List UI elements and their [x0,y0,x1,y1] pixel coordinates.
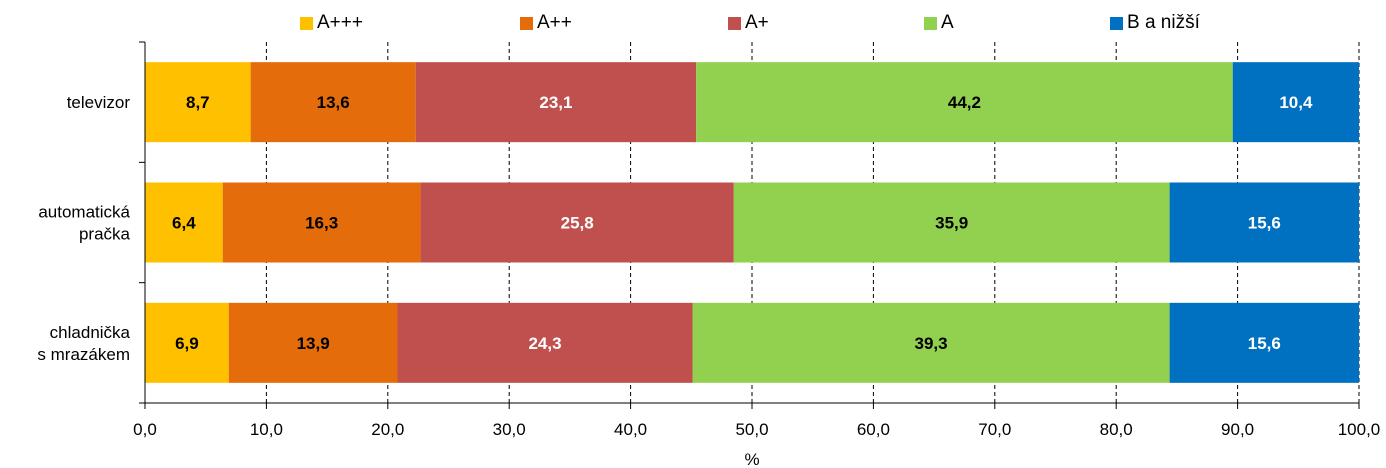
category-label: chladnička [50,323,131,342]
x-tick-label: 20,0 [371,420,404,439]
data-label: 25,8 [561,214,594,233]
bar-segment [420,182,734,263]
x-tick-label: 60,0 [857,420,890,439]
category-label: pračka [79,225,131,244]
bar-segment [250,62,416,143]
legend-swatch [924,16,937,30]
x-tick-label: 100,0 [1338,420,1381,439]
x-tick-label: 10,0 [250,420,283,439]
legend-swatch [300,16,313,30]
x-tick-label: 90,0 [1221,420,1254,439]
legend-label: B a nižší [1127,12,1200,33]
data-label: 6,4 [172,214,196,233]
x-tick-label: 50,0 [735,420,768,439]
bar-segment [692,302,1170,383]
legend-item: A [924,12,954,34]
data-label: 24,3 [528,334,561,353]
x-axis-title: % [744,450,759,468]
legend-item: B a nižší [1110,12,1200,34]
data-label: 15,6 [1248,334,1281,353]
legend-item: A++ [520,12,572,34]
bar-segment [1169,302,1359,383]
bar-segment [696,62,1233,143]
legend-item: A+ [728,12,769,34]
bar-segment [228,302,398,383]
data-label: 23,1 [539,93,572,112]
data-label: 6,9 [175,334,199,353]
x-tick-label: 0,0 [133,420,157,439]
data-label: 13,9 [297,334,330,353]
data-label: 15,6 [1248,214,1281,233]
bar-segment [145,182,223,263]
category-label: s mrazákem [37,345,130,364]
x-tick-label: 80,0 [1100,420,1133,439]
bar-segment [1232,62,1359,143]
bar-segment [1169,182,1359,263]
bar-segment [222,182,421,263]
chart-legend: A+++ A++ A+ A B a nižší [0,12,1386,36]
bar-segment [397,302,693,383]
legend-label: A+ [745,12,769,33]
legend-swatch [728,16,741,30]
bar-segment [415,62,697,143]
data-label: 16,3 [305,214,338,233]
legend-swatch [520,16,533,30]
x-tick-label: 30,0 [493,420,526,439]
data-label: 39,3 [915,334,948,353]
x-tick-label: 70,0 [978,420,1011,439]
legend-swatch [1110,16,1123,30]
legend-label: A++ [537,12,572,33]
bar-segment [733,182,1170,263]
data-label: 35,9 [935,214,968,233]
data-label: 10,4 [1279,93,1313,112]
bar-segment [145,302,229,383]
x-tick-label: 40,0 [614,420,647,439]
data-label: 13,6 [317,93,350,112]
bar-segment [145,62,251,143]
category-label: televizor [67,93,131,112]
legend-label: A+++ [317,12,363,33]
category-label: automatická [38,203,130,222]
data-label: 44,2 [948,93,981,112]
legend-item: A+++ [300,12,363,34]
data-label: 8,7 [186,93,210,112]
legend-label: A [941,12,954,33]
